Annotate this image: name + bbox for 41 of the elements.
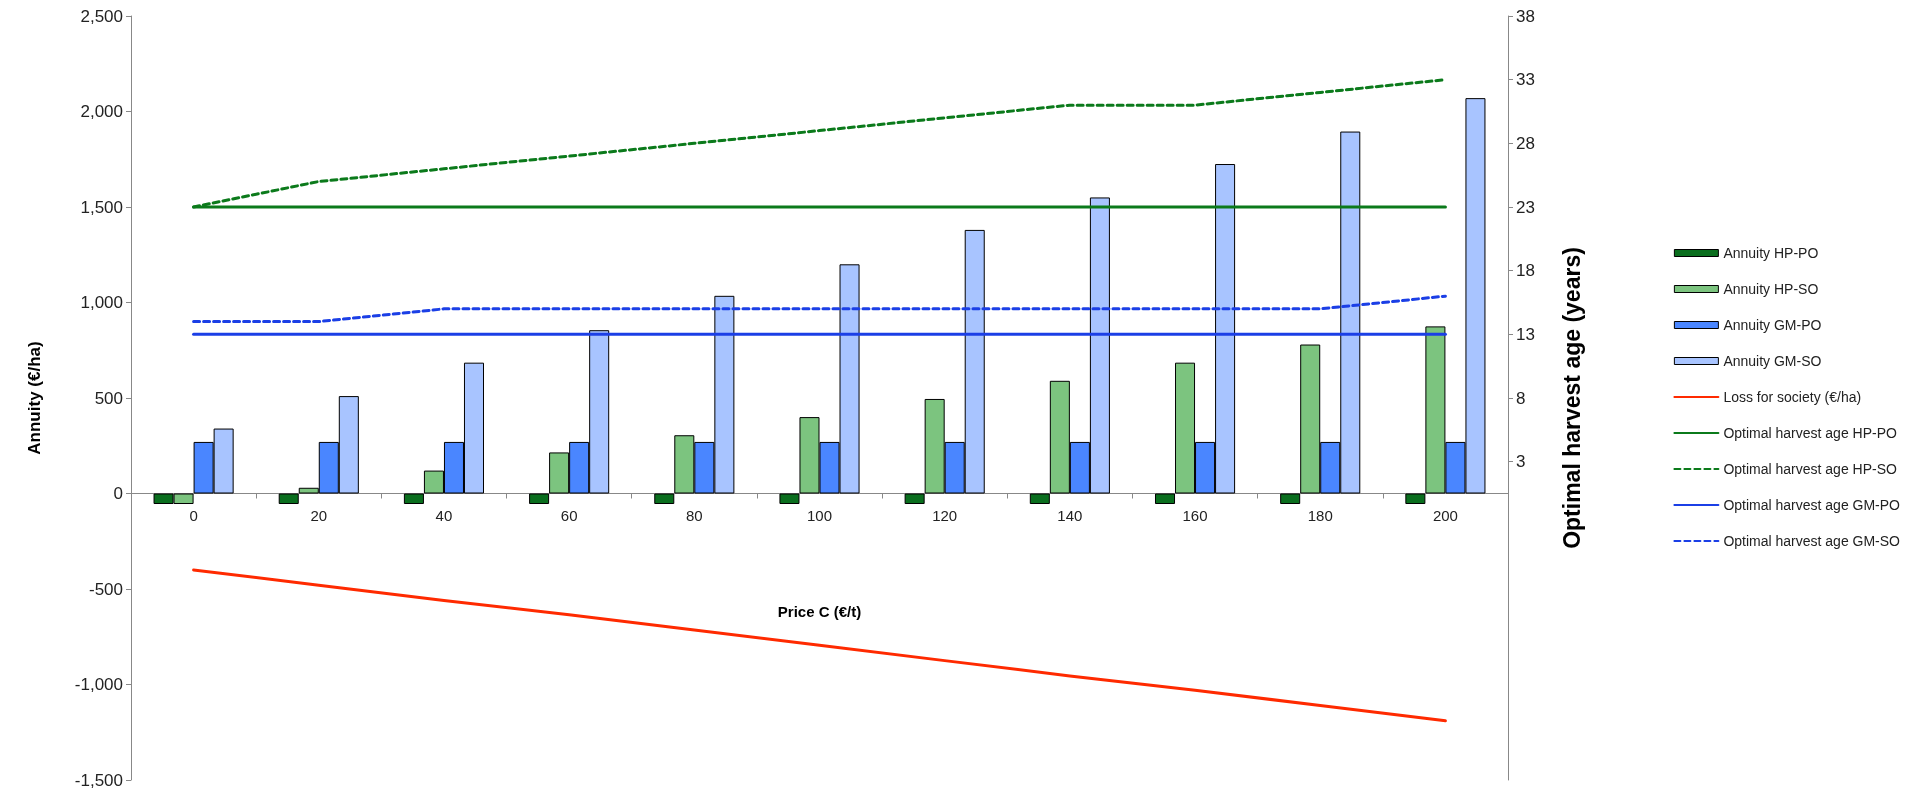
- x-tick-label: 120: [932, 506, 958, 524]
- x-tick-label: 160: [1182, 506, 1208, 524]
- legend-label: Annuity HP-SO: [1723, 281, 1819, 297]
- y2-tick-label: 18: [1516, 261, 1535, 281]
- y-tick-label: 2,500: [80, 6, 123, 26]
- y-tick-label: 500: [94, 388, 123, 408]
- y2-tick-label: 28: [1516, 133, 1535, 153]
- x-axis-title: Price C (€/t): [777, 602, 862, 620]
- y2-tick-label: 33: [1516, 70, 1535, 90]
- x-tick-label: 80: [685, 506, 703, 524]
- legend-label: Loss for society (€/ha): [1723, 389, 1862, 405]
- x-tick-label: 60: [560, 506, 578, 524]
- legend-label: Optimal harvest age HP-PO: [1723, 425, 1898, 441]
- y2-tick-label: 8: [1516, 388, 1526, 408]
- y-axis-title: Annuity (€/ha): [25, 341, 44, 455]
- y-tick-label: 2,000: [80, 102, 123, 121]
- legend-label: Optimal harvest age GM-SO: [1723, 533, 1901, 549]
- y-tick-label: -1,500: [74, 770, 123, 790]
- legend-label: Optimal harvest age HP-SO: [1723, 461, 1898, 477]
- x-tick-label: 40: [435, 506, 453, 524]
- y-tick-label: 1,000: [80, 293, 123, 312]
- y2-axis-title: Optimal harvest age (years): [1558, 247, 1585, 549]
- y-tick-label: 0: [113, 484, 123, 503]
- legend-label: Annuity GM-PO: [1723, 317, 1822, 333]
- legend-label: Annuity HP-PO: [1723, 245, 1819, 261]
- x-tick-label: 200: [1432, 506, 1458, 524]
- y-tick-label: -500: [88, 579, 123, 599]
- legend-label: Optimal harvest age GM-PO: [1723, 497, 1901, 513]
- x-tick-label: 100: [806, 506, 833, 524]
- y-tick-label: -1,000: [74, 675, 123, 694]
- x-tick-label: 20: [310, 506, 328, 524]
- y2-tick-label: 38: [1516, 6, 1535, 26]
- y2-tick-label: 3: [1516, 452, 1526, 472]
- x-tick-label: 180: [1307, 506, 1333, 524]
- y-tick-label: 1,500: [80, 197, 123, 217]
- x-tick-label: 140: [1057, 506, 1083, 524]
- line-series: [192, 568, 1447, 723]
- y2-tick-label: 23: [1516, 197, 1535, 217]
- x-tick-label: 0: [189, 506, 198, 524]
- legend-label: Annuity GM-SO: [1723, 353, 1822, 369]
- y2-tick-label: 13: [1516, 324, 1535, 344]
